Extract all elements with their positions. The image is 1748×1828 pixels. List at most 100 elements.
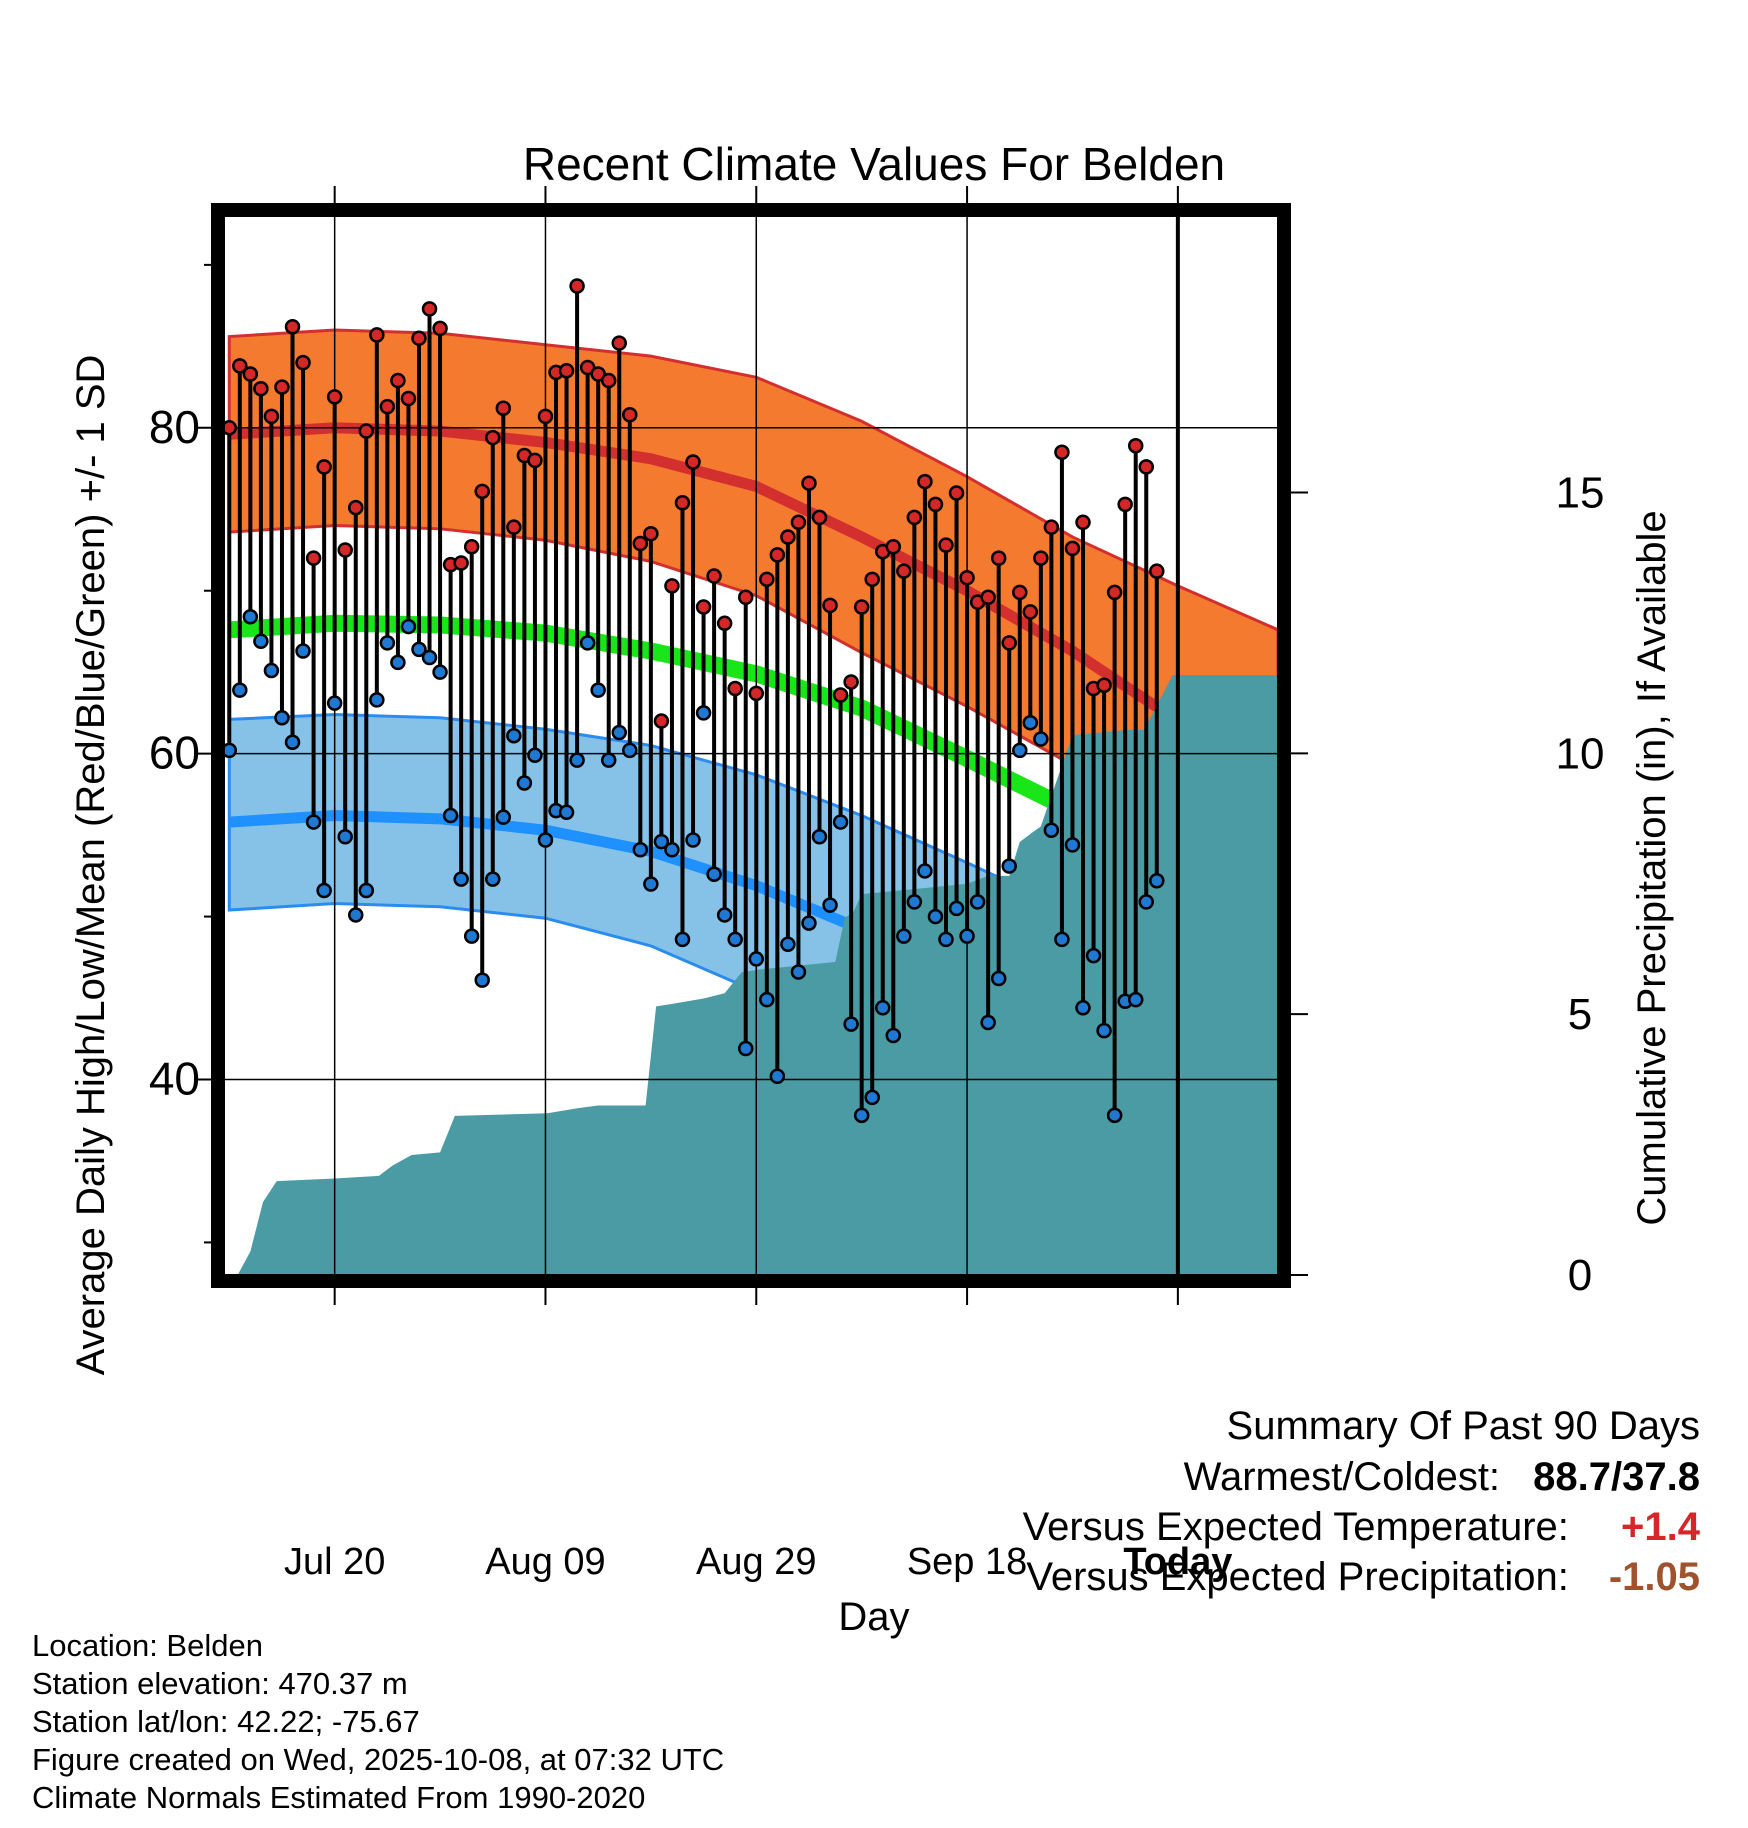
daily-high-point bbox=[885, 538, 902, 555]
daily-high-point bbox=[906, 509, 923, 526]
x-tick-label: Sep 18 bbox=[907, 1541, 1027, 1583]
daily-high-point bbox=[622, 407, 638, 423]
x-tick-label: Jul 20 bbox=[284, 1541, 385, 1583]
daily-high-point bbox=[326, 389, 343, 405]
daily-high-point bbox=[1106, 584, 1123, 601]
daily-high-point bbox=[453, 555, 469, 571]
daily-high-point bbox=[832, 687, 849, 703]
daily-high-point bbox=[421, 301, 438, 317]
summary-precipitation: Versus Expected Precipitation: -1.05 bbox=[1026, 1555, 1700, 1600]
y-axis-label: Average Daily High/Low/Mean (Red/Blue/Gr… bbox=[69, 355, 113, 1376]
daily-low-point bbox=[316, 882, 332, 899]
daily-high-point bbox=[274, 379, 290, 395]
daily-high-point bbox=[1033, 550, 1049, 566]
daily-high-point bbox=[853, 599, 870, 615]
daily-high-point bbox=[990, 550, 1007, 566]
daily-high-point bbox=[716, 615, 733, 632]
daily-low-point bbox=[811, 828, 828, 845]
daily-low-point bbox=[495, 809, 512, 825]
daily-low-point bbox=[411, 641, 427, 658]
daily-low-point bbox=[885, 1027, 902, 1044]
daily-high-point bbox=[1054, 444, 1070, 460]
daily-low-point bbox=[969, 894, 986, 910]
daily-high-point bbox=[400, 390, 417, 407]
y2-tick-label: 5 bbox=[1568, 990, 1592, 1039]
summary-temp-value: +1.4 bbox=[1621, 1505, 1700, 1549]
daily-high-point bbox=[411, 330, 427, 346]
daily-low-point bbox=[1022, 714, 1039, 731]
daily-low-point bbox=[600, 752, 617, 768]
y-tick-label: 80 bbox=[149, 401, 200, 453]
daily-low-point bbox=[1085, 947, 1102, 964]
x-tick-label: Aug 09 bbox=[485, 1541, 605, 1583]
daily-high-point bbox=[537, 408, 554, 425]
x-tick-label: Aug 29 bbox=[696, 1541, 816, 1583]
daily-high-point bbox=[748, 685, 765, 702]
y2-tick-label: 10 bbox=[1556, 729, 1605, 778]
daily-low-point bbox=[990, 970, 1007, 987]
daily-high-point bbox=[1138, 459, 1154, 475]
daily-high-point bbox=[938, 537, 954, 553]
daily-high-point bbox=[295, 354, 311, 371]
y-tick-label: 60 bbox=[149, 727, 200, 779]
daily-low-point bbox=[980, 1014, 996, 1031]
daily-high-point bbox=[1001, 635, 1017, 651]
daily-low-point bbox=[537, 832, 554, 848]
daily-low-point bbox=[1075, 1000, 1091, 1016]
daily-high-point bbox=[706, 568, 722, 584]
daily-low-point bbox=[1033, 731, 1049, 747]
daily-high-point bbox=[643, 525, 659, 542]
daily-high-point bbox=[1012, 584, 1028, 601]
daily-low-point bbox=[822, 897, 838, 913]
daily-low-point bbox=[516, 775, 533, 791]
summary-warm-cold-label: Warmest/Coldest: bbox=[1183, 1455, 1501, 1499]
daily-low-point bbox=[927, 908, 944, 925]
daily-low-point bbox=[485, 871, 501, 887]
daily-high-point bbox=[600, 372, 617, 389]
daily-low-point bbox=[253, 633, 269, 649]
daily-low-point bbox=[506, 727, 522, 744]
daily-low-point bbox=[632, 842, 649, 858]
daily-high-point bbox=[527, 452, 543, 469]
daily-low-point bbox=[1127, 991, 1144, 1008]
daily-low-point bbox=[224, 742, 238, 759]
daily-high-point bbox=[948, 485, 965, 501]
daily-low-point bbox=[843, 1016, 859, 1032]
daily-low-point bbox=[569, 752, 585, 768]
daily-high-point bbox=[1117, 496, 1133, 513]
daily-low-point bbox=[906, 894, 923, 910]
daily-high-point bbox=[390, 372, 406, 389]
daily-high-point bbox=[474, 483, 490, 500]
daily-high-point bbox=[379, 398, 396, 415]
x-axis-label: Day bbox=[838, 1595, 909, 1639]
daily-high-point bbox=[558, 363, 575, 379]
daily-low-point bbox=[474, 972, 490, 988]
daily-low-point bbox=[759, 991, 775, 1008]
y2-tick-label: 0 bbox=[1568, 1251, 1592, 1300]
daily-low-point bbox=[400, 618, 417, 635]
info-created: Figure created on Wed, 2025-10-08, at 07… bbox=[32, 1742, 725, 1777]
daily-low-point bbox=[674, 931, 691, 948]
info-location: Location: Belden bbox=[32, 1628, 263, 1663]
daily-low-point bbox=[769, 1068, 786, 1084]
daily-high-point bbox=[727, 680, 743, 697]
precipitation-area bbox=[237, 675, 1278, 1275]
daily-high-point bbox=[485, 429, 501, 446]
daily-low-point bbox=[358, 882, 375, 899]
daily-high-point bbox=[495, 400, 512, 416]
daily-high-point bbox=[822, 597, 838, 614]
daily-high-point bbox=[242, 366, 259, 382]
today-days-label-number: 90 bbox=[1184, 1383, 1224, 1424]
daily-low-point bbox=[1012, 742, 1028, 759]
daily-high-point bbox=[801, 475, 817, 491]
daily-low-point bbox=[232, 682, 248, 698]
daily-low-point bbox=[558, 804, 575, 821]
daily-high-point bbox=[1149, 563, 1165, 579]
daily-high-point bbox=[1096, 677, 1112, 693]
daily-low-point bbox=[1064, 837, 1081, 853]
daily-high-point bbox=[632, 535, 649, 552]
daily-low-point bbox=[622, 742, 638, 759]
daily-low-point bbox=[305, 814, 322, 830]
summary-temp-label: Versus Expected Temperature: bbox=[1022, 1505, 1569, 1549]
